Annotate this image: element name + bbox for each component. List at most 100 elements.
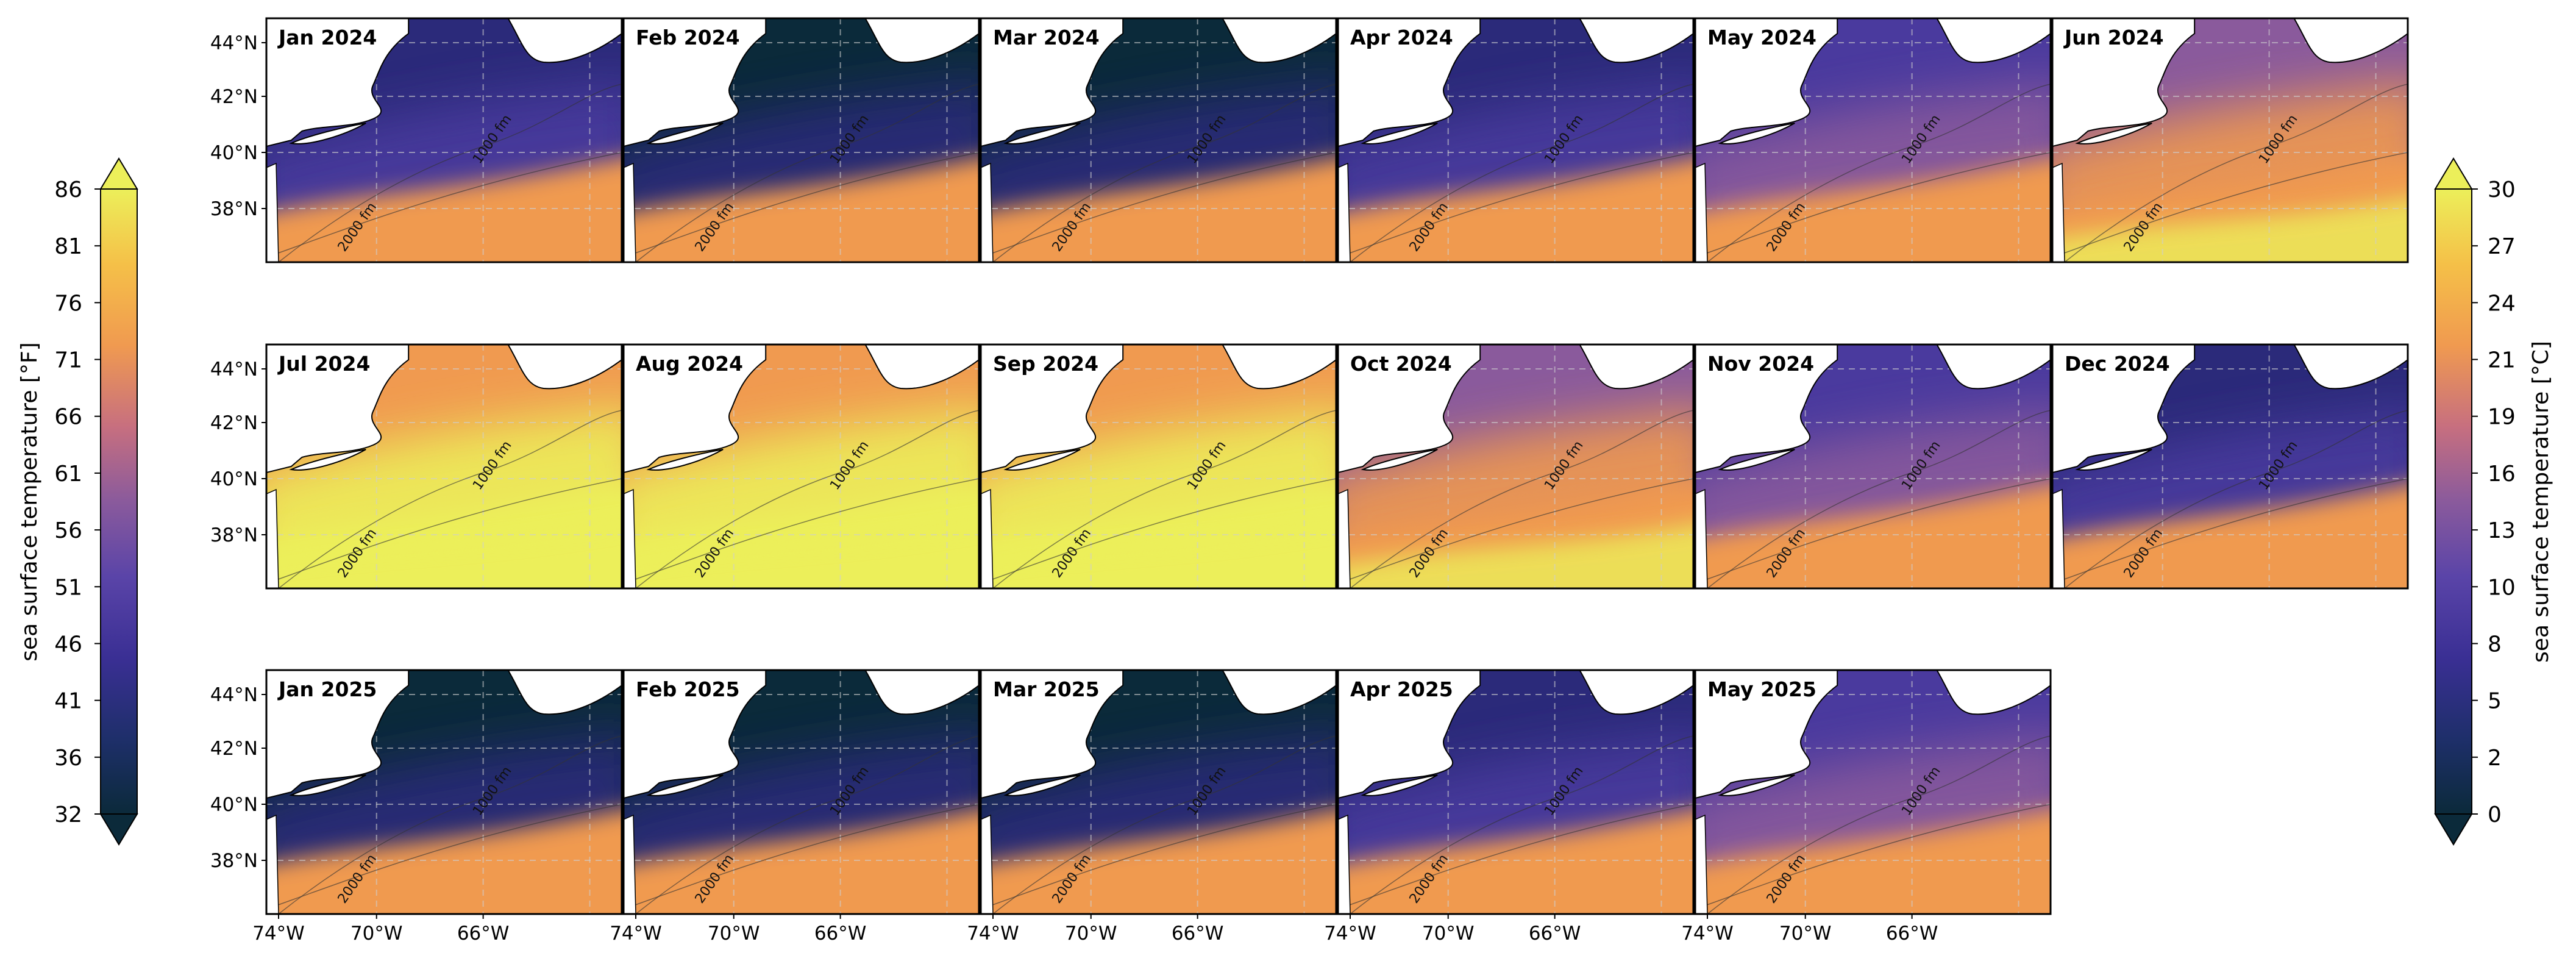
warm-water (266, 157, 622, 262)
land-nova-scotia (864, 18, 979, 63)
lon-tick-label: 70°W (350, 923, 403, 944)
colorbar-tick-label: 51 (54, 575, 82, 600)
colorbar-tick-label: 13 (2488, 518, 2516, 543)
land-long-island (289, 449, 366, 471)
lon-tick-label: 66°W (1886, 923, 1938, 944)
lon-tick-label: 74°W (252, 923, 305, 944)
contour-1000fm (1350, 735, 1693, 914)
land-long-island (2075, 123, 2152, 145)
colorbar-tick-label: 36 (54, 746, 82, 771)
lat-tick-label: 42°N (210, 86, 258, 108)
land-new-england (266, 345, 410, 474)
panel-title: Oct 2024 (1350, 352, 1452, 376)
panel-frame (980, 669, 1337, 915)
land-new-jersey (266, 814, 279, 914)
contour-1000fm (1350, 410, 1693, 588)
warm-water (624, 809, 979, 914)
contour-1000fm (992, 410, 1336, 588)
land-long-island (646, 774, 724, 796)
contour-1000fm (992, 84, 1336, 262)
land-new-england (266, 670, 410, 799)
contour-2000fm (1338, 152, 1693, 258)
panel-title: Dec 2024 (2065, 352, 2170, 376)
land-long-island (1003, 774, 1081, 796)
panel-frame (622, 343, 980, 590)
land-new-england (1338, 18, 1481, 148)
land-new-england (2052, 18, 2196, 148)
contour-1000fm (1707, 410, 2051, 588)
contour-2000fm (1695, 152, 2051, 258)
land-nova-scotia (507, 345, 622, 390)
land-new-england (624, 18, 767, 148)
land-new-jersey (1695, 162, 1708, 262)
colorbar-tick-label: 24 (2488, 291, 2516, 316)
contour-2000fm (2052, 478, 2408, 584)
colorbar-tick-label: 21 (2488, 348, 2516, 373)
land-nova-scotia (1222, 18, 1336, 63)
colorbar-tick-label: 61 (54, 462, 82, 487)
land-new-england (624, 670, 767, 799)
colorbar-left-label: sea surface temperature [°F] (17, 342, 42, 661)
lon-tick-label: 74°W (1324, 923, 1376, 944)
lon-tick-label: 70°W (708, 923, 760, 944)
colorbar-tick-label: 16 (2488, 462, 2516, 487)
panel-frame (980, 343, 1337, 590)
contour-2000fm (624, 804, 979, 910)
land-long-island (1003, 123, 1081, 145)
warm-water (981, 809, 1336, 914)
land-long-island (646, 449, 724, 471)
land-long-island (1718, 774, 1795, 796)
contour-1000fm (1707, 735, 2051, 914)
land-nova-scotia (1579, 670, 1693, 715)
contour-1000fm (992, 735, 1336, 914)
panel-frame (980, 17, 1337, 263)
axes-labels: 44°N 42°N 40°N 38°N 44°N 42°N 40°N 38°N 44°N 42°N… (210, 32, 1938, 944)
panel-frame (1337, 17, 1695, 263)
contour-1000fm (278, 84, 622, 262)
lat-tick-label: 44°N (210, 359, 258, 380)
colorbar-tick-label: 46 (54, 632, 82, 657)
colorbar-tick-label: 81 (54, 234, 82, 259)
land-new-jersey (1695, 814, 1708, 914)
land-new-jersey (266, 162, 279, 262)
colorbar-tick-label: 2 (2488, 746, 2502, 771)
land-long-island (1003, 449, 1081, 471)
panel-frame (265, 343, 623, 590)
contour-1000fm (635, 84, 979, 262)
land-new-jersey (266, 488, 279, 588)
contour-1000fm (1350, 84, 1693, 262)
lat-tick-label: 44°N (210, 32, 258, 54)
land-new-england (1695, 345, 1838, 474)
land-new-jersey (2052, 162, 2065, 262)
hot-water (2052, 198, 2408, 262)
contour-1000fm (635, 735, 979, 914)
contour-1000fm (2064, 84, 2408, 262)
land-new-jersey (1695, 488, 1708, 588)
contour-1000fm (2064, 410, 2408, 588)
contour-2000fm (624, 152, 979, 258)
hot-water (624, 524, 979, 588)
lon-tick-label: 70°W (1779, 923, 1832, 944)
land-new-england (1338, 670, 1481, 799)
land-new-jersey (1338, 162, 1351, 262)
panel-title: Mar 2025 (993, 677, 1100, 701)
colorbar-tick-label: 5 (2488, 689, 2502, 714)
contour-2000fm (624, 478, 979, 584)
contour-2000fm (981, 804, 1336, 910)
colorbar-tick-label: 0 (2488, 802, 2502, 827)
colorbar-tick-label: 76 (54, 291, 82, 316)
panel-frame (622, 669, 980, 915)
lon-tick-label: 74°W (1681, 923, 1734, 944)
colorbar-right: 30 27 24 21 19 16 13 10 8 5 2 0 sea surface tempera… (2434, 157, 2553, 846)
contour-2000fm (1338, 804, 1693, 910)
warm-water (981, 157, 1336, 262)
land-new-jersey (981, 814, 994, 914)
land-long-island (1718, 123, 1795, 145)
